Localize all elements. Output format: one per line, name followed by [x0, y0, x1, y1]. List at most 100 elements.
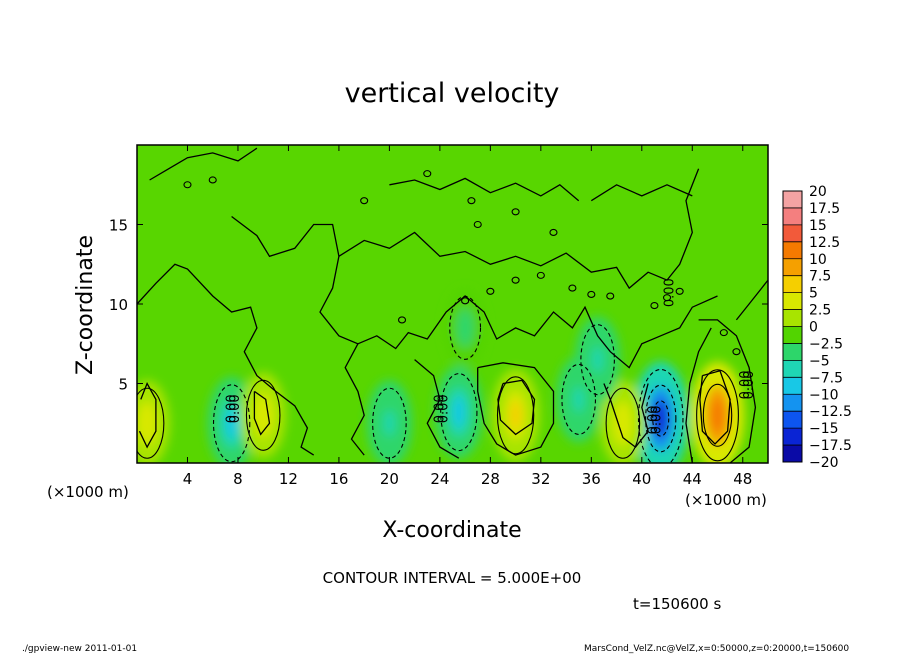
contour-zero	[414, 359, 460, 459]
contour-zero	[698, 319, 757, 463]
colorbar-swatch	[783, 191, 802, 208]
contour-negative	[372, 387, 407, 459]
colorbar-label: 20	[809, 184, 827, 200]
contour-zero-small	[549, 228, 558, 236]
contour-labels: 0.000.00 0.000.00 0.000.000.000.000.00	[224, 278, 756, 434]
contour-zero	[231, 215, 365, 456]
field-blob-core	[141, 410, 153, 437]
colorbar-swatch	[783, 343, 802, 361]
contour-zero	[477, 362, 555, 456]
contour-zero	[685, 327, 712, 463]
contour-zero-small	[397, 316, 407, 324]
x-tick-label: 20	[380, 470, 399, 488]
contour-zero	[253, 390, 271, 436]
colorbar-swatch	[783, 309, 802, 327]
contour-label: 0.00	[650, 405, 665, 434]
contour-zero	[149, 147, 258, 181]
colorbar-label: 15	[809, 218, 827, 234]
contour-zero-small	[183, 181, 192, 189]
colorbar-label: 0	[809, 320, 818, 336]
contour-negative	[580, 324, 615, 396]
y-axis-label: Z-coordinate	[73, 235, 98, 375]
colorbar-label: 5	[809, 286, 818, 302]
contour-label: 0.00	[742, 370, 757, 399]
colorbar-label: 10	[809, 252, 827, 268]
contour-zero-small	[473, 220, 482, 229]
contour-interval: CONTOUR INTERVAL = 5.000E+00	[323, 569, 582, 587]
contour-zero	[338, 168, 700, 290]
contour-label: 0.00	[738, 370, 753, 399]
colorbar-label: 17.5	[809, 201, 840, 217]
contour-zero-small	[511, 276, 520, 284]
field-blob-core	[573, 386, 584, 413]
footer-right: MarsCond_VelZ.nc@VelZ,x=0:50000,z=0:2000…	[584, 644, 849, 654]
contour-zero-small	[650, 302, 659, 310]
contour-zero	[357, 295, 718, 369]
colorbar-swatch	[783, 394, 802, 412]
y-tick-label: 10	[109, 296, 128, 314]
plot-area: 0.000.00 0.000.00 0.000.000.000.000.00	[136, 144, 769, 464]
colorbar-label: −7.5	[809, 370, 843, 386]
y-tick-label: 15	[109, 217, 128, 235]
colorbar-swatch	[783, 445, 802, 462]
y-tick-label: 5	[118, 376, 128, 394]
field-blob-core	[509, 400, 522, 430]
velocity-field	[137, 288, 745, 463]
contour-zero	[603, 383, 649, 449]
contour-zero-small	[568, 284, 577, 292]
contour-zero	[735, 279, 768, 321]
contour-negative	[212, 384, 251, 463]
x-unit-right: (×1000 m)	[685, 491, 767, 509]
y-axis: 5 10 15	[109, 217, 768, 394]
contour-zero-small	[423, 170, 432, 178]
contour-zero-small	[675, 287, 684, 295]
contour-label: 0.00	[646, 405, 661, 434]
field-blob-core	[453, 397, 465, 427]
colorbar-swatch	[783, 360, 802, 378]
contour-negative	[440, 373, 478, 452]
contour-zero-small	[360, 197, 369, 205]
contour-zero-small	[719, 329, 728, 337]
colorbar-swatch	[783, 241, 802, 259]
contour-positive	[137, 387, 165, 459]
colorbar-label: −5	[809, 353, 830, 369]
x-tick-label: 36	[582, 470, 601, 488]
field-blob-core	[384, 410, 395, 437]
contour-label: 0.00	[224, 394, 239, 423]
chart-title: vertical velocity	[345, 78, 560, 109]
contour-zero	[389, 177, 580, 202]
x-tick-label: 32	[531, 470, 550, 488]
contour-zero-small	[208, 176, 217, 184]
x-tick-label: 8	[233, 470, 243, 488]
colorbar-swatch	[783, 258, 802, 276]
field-blob-core	[653, 399, 669, 438]
time-label: t=150600 s	[633, 595, 721, 613]
contour-label: 0.00	[436, 394, 451, 423]
colorbar-label: 7.5	[809, 269, 831, 285]
colorbar-label: −2.5	[809, 336, 843, 352]
contour-positive	[696, 369, 739, 462]
contour-zero-small	[461, 297, 470, 305]
field-blob-core	[460, 316, 470, 340]
field-blob-core	[710, 397, 725, 434]
contour-zero-small	[486, 287, 495, 295]
contour-zero-small	[511, 208, 520, 216]
contour-negative	[637, 368, 684, 463]
colorbar-swatch	[783, 292, 802, 310]
colorbar-swatch	[783, 224, 802, 242]
colorbar-label: −20	[809, 455, 839, 471]
contour-zero	[497, 379, 536, 436]
contour-positive	[605, 387, 641, 459]
contour-label: 0.00	[228, 394, 243, 423]
colorbar-label: −10	[809, 387, 839, 403]
colorbar-label: −15	[809, 421, 839, 437]
contour-lines	[137, 147, 768, 463]
contour-zero-small	[536, 271, 545, 279]
colorbar-swatch	[783, 377, 802, 395]
contour-zero-small	[467, 197, 476, 205]
contour-positive	[496, 376, 535, 455]
x-tick-label: 40	[632, 470, 651, 488]
colorbar-label: −17.5	[809, 438, 852, 454]
colorbar-swatch	[783, 428, 802, 446]
